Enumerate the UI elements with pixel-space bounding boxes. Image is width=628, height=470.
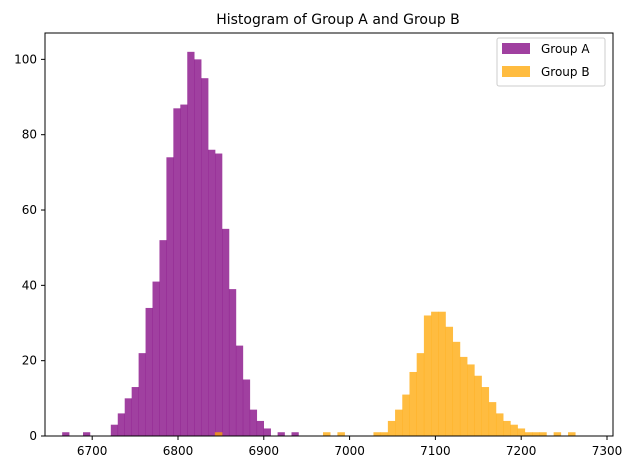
histogram-bar-group-a [173,108,181,437]
x-tick-label: 7300 [592,444,623,458]
histogram-bar-group-a [215,153,223,436]
histogram-bar-group-a [62,432,70,436]
histogram-bar-group-a [110,424,119,436]
histogram-bar-group-a [277,432,285,436]
histogram-bar-group-b [517,428,526,436]
histogram-bar-group-a [180,104,188,437]
histogram-bar-group-b [431,311,439,436]
legend-swatch-group-a [502,43,530,54]
histogram-bar-group-a [187,51,195,436]
y-tick-label: 20 [22,354,37,368]
histogram-bar-group-a [256,420,265,436]
histogram-bar-group-b [459,356,468,436]
histogram-bar-group-a [145,307,153,436]
histogram-bar-group-b [481,387,490,436]
histogram-bar-group-b [452,341,461,436]
histogram-bar-group-b [539,432,547,436]
x-tick-label: 6900 [249,444,280,458]
histogram-bar-group-b [510,424,518,436]
histogram-bar-group-b [495,413,504,436]
y-tick-label: 100 [14,52,37,66]
bars-group-b [214,311,576,436]
histogram-bar-group-a [228,289,237,436]
histogram-bar-group-a [166,157,174,436]
x-tick-label: 6700 [77,444,108,458]
x-tick-label: 7100 [420,444,451,458]
y-tick-label: 0 [29,429,37,443]
histogram-bar-group-b [524,432,533,436]
plot-frame [44,32,614,437]
histogram-bar-group-b [568,432,576,436]
histogram-bar-group-b [409,371,417,436]
histogram-bar-group-a [117,413,126,436]
histogram-bar-group-a [249,409,258,436]
legend-label-group-a: Group A [541,42,590,56]
histogram-bar-group-a [152,281,160,436]
y-tick-label: 80 [22,128,37,142]
histogram-bar-group-b [553,432,562,436]
histogram-bar-group-b [423,315,432,436]
legend-swatch-group-b [502,66,530,77]
legend: Group A Group B [496,37,606,87]
histogram-bar-group-b [387,420,396,436]
histogram-bar-group-b [337,432,345,436]
histogram-bar-group-a [222,228,230,436]
x-tick-label: 7200 [506,444,537,458]
histogram-bar-group-a [194,59,202,436]
histogram-bar-group-b [322,432,331,436]
bars-group-a [62,51,299,437]
histogram-bar-group-b [467,364,475,436]
histogram-bar-group-a [83,432,91,436]
histogram-bar-group-b [474,375,482,436]
histogram-bar-group-a [138,353,146,436]
histogram-bar-group-b [416,353,425,436]
histogram-bar-group-a [242,379,251,436]
histogram-bar-group-b [214,432,223,436]
histogram-bar-group-b [438,311,446,436]
histogram-bar-group-b [373,432,381,436]
histogram-bar-group-a [263,428,271,436]
chart-title: Histogram of Group A and Group B [216,12,460,28]
x-axis: 6700 6800 6900 7000 7100 7200 7300 [77,436,622,458]
histogram-bar-group-a [208,149,216,436]
x-tick-label: 7000 [334,444,365,458]
histogram-bar-group-b [503,420,511,436]
x-tick-label: 6800 [163,444,194,458]
legend-label-group-b: Group B [541,65,590,79]
histogram-bar-group-b [380,432,389,436]
y-axis: 0 20 40 60 80 100 [14,52,45,443]
histogram-bar-group-a [159,240,167,436]
histogram-bar-group-b [488,402,497,436]
y-tick-label: 60 [22,203,37,217]
histogram-bar-group-b [395,409,403,436]
histogram-bar-group-b [445,326,454,436]
histogram-bar-group-a [235,345,244,436]
histogram-bar-group-b [402,394,410,436]
y-tick-label: 40 [22,278,37,292]
histogram-bar-group-b [532,432,540,436]
histogram-bar-group-a [124,398,132,436]
histogram-bar-group-a [201,78,209,436]
histogram-bar-group-a [291,432,299,436]
histogram-bar-group-a [131,387,139,436]
